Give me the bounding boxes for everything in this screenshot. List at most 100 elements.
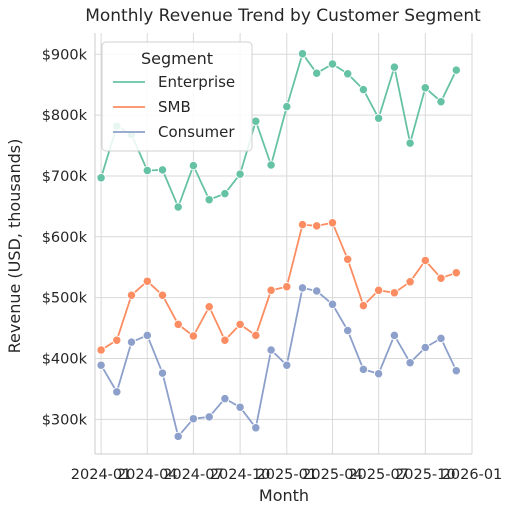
data-point-consumer	[327, 299, 338, 309]
chart-title: Monthly Revenue Trend by Customer Segmen…	[85, 6, 481, 26]
data-point-smb	[343, 254, 353, 264]
legend-label-smb: SMB	[158, 98, 191, 116]
data-point-consumer	[343, 325, 353, 336]
y-tick-label: $700k	[42, 169, 88, 185]
data-point-consumer	[297, 283, 308, 293]
data-point-enterprise	[312, 68, 322, 78]
data-point-enterprise	[266, 160, 276, 170]
legend-item-smb: SMB	[113, 98, 191, 116]
series-line-consumer	[100, 286, 458, 438]
x-tick-label: 2025-07	[348, 467, 409, 483]
data-point-enterprise	[297, 49, 308, 59]
data-point-consumer	[251, 423, 261, 433]
legend: Segment Enterprise SMB Consumer	[101, 41, 253, 152]
data-point-smb	[266, 285, 276, 295]
data-point-enterprise	[204, 195, 214, 205]
data-point-enterprise	[343, 69, 353, 79]
data-point-consumer	[266, 345, 276, 355]
data-point-consumer	[389, 330, 400, 341]
data-point-enterprise	[173, 202, 183, 212]
data-point-smb	[126, 290, 137, 300]
data-point-smb	[436, 273, 446, 283]
data-point-smb	[312, 221, 322, 231]
data-point-consumer	[282, 360, 292, 370]
data-point-consumer	[312, 286, 322, 296]
data-point-smb	[358, 300, 369, 311]
data-point-consumer	[420, 342, 430, 353]
data-point-smb	[188, 331, 199, 341]
data-point-smb	[142, 276, 152, 286]
data-point-consumer	[235, 402, 245, 412]
data-point-enterprise	[358, 84, 369, 95]
legend-label-consumer: Consumer	[158, 123, 235, 141]
data-point-enterprise	[157, 165, 168, 175]
y-tick-label: $900k	[42, 47, 88, 63]
y-tick-label: $300k	[42, 412, 88, 428]
data-point-consumer	[358, 364, 369, 375]
data-point-enterprise	[235, 169, 245, 179]
data-point-enterprise	[405, 138, 415, 148]
data-point-enterprise	[188, 160, 199, 171]
data-point-consumer	[436, 333, 446, 344]
x-tick-label: 2025-10	[395, 467, 456, 483]
data-point-smb	[157, 290, 168, 300]
data-point-consumer	[373, 369, 384, 379]
data-point-smb	[173, 319, 183, 330]
x-tick-label: 2025-01	[257, 467, 318, 483]
data-point-enterprise	[220, 188, 230, 199]
y-tick-label: $500k	[42, 291, 88, 307]
x-tick-label: 2025-04	[302, 467, 363, 483]
data-point-consumer	[220, 393, 230, 404]
x-tick-label: 2024-04	[117, 467, 178, 483]
data-point-smb	[220, 335, 230, 345]
data-point-enterprise	[373, 113, 384, 123]
legend-box	[101, 41, 253, 152]
data-point-consumer	[96, 360, 106, 370]
legend-label-enterprise: Enterprise	[158, 73, 235, 91]
data-point-consumer	[112, 387, 122, 397]
data-point-smb	[389, 288, 400, 298]
data-point-smb	[405, 277, 415, 287]
data-point-consumer	[173, 431, 183, 442]
data-point-smb	[112, 335, 122, 345]
x-tick-label: 2026-01	[442, 467, 503, 483]
data-point-smb	[235, 319, 245, 330]
data-point-consumer	[188, 414, 199, 424]
x-axis-label: Month	[259, 486, 309, 505]
series-line-smb	[100, 221, 457, 351]
data-point-smb	[451, 268, 461, 278]
data-point-smb	[297, 219, 308, 230]
data-point-enterprise	[251, 116, 261, 126]
data-point-consumer	[157, 368, 168, 378]
data-point-smb	[282, 282, 292, 292]
x-tick-label: 2024-07	[163, 467, 224, 483]
data-point-enterprise	[451, 65, 461, 75]
legend-item-enterprise: Enterprise	[113, 73, 235, 91]
axes-spines	[94, 33, 472, 455]
data-point-enterprise	[96, 173, 106, 183]
data-point-smb	[327, 218, 338, 228]
y-tick-label: $600k	[42, 230, 88, 246]
data-point-consumer	[142, 330, 152, 341]
x-tick-label: 2024-01	[71, 467, 132, 483]
grid	[95, 33, 473, 454]
data-point-smb	[96, 345, 106, 355]
data-point-smb	[420, 255, 430, 266]
data-point-enterprise	[389, 62, 400, 72]
x-tick-label: 2024-10	[210, 467, 271, 483]
tick-labels: 2024-012024-042024-072024-102025-012025-…	[42, 47, 503, 483]
data-point-enterprise	[142, 165, 152, 176]
y-axis-label: Revenue (USD, thousands)	[5, 139, 24, 354]
data-point-enterprise	[327, 59, 338, 69]
data-point-enterprise	[420, 83, 430, 93]
series-consumer	[96, 283, 461, 442]
data-point-smb	[204, 302, 214, 312]
data-point-enterprise	[282, 101, 292, 112]
legend-items: Enterprise SMB Consumer	[113, 73, 235, 141]
data-point-consumer	[126, 337, 137, 347]
y-tick-label: $400k	[42, 351, 88, 367]
series-smb	[96, 218, 461, 355]
data-point-enterprise	[436, 97, 446, 107]
data-point-smb	[373, 285, 384, 295]
